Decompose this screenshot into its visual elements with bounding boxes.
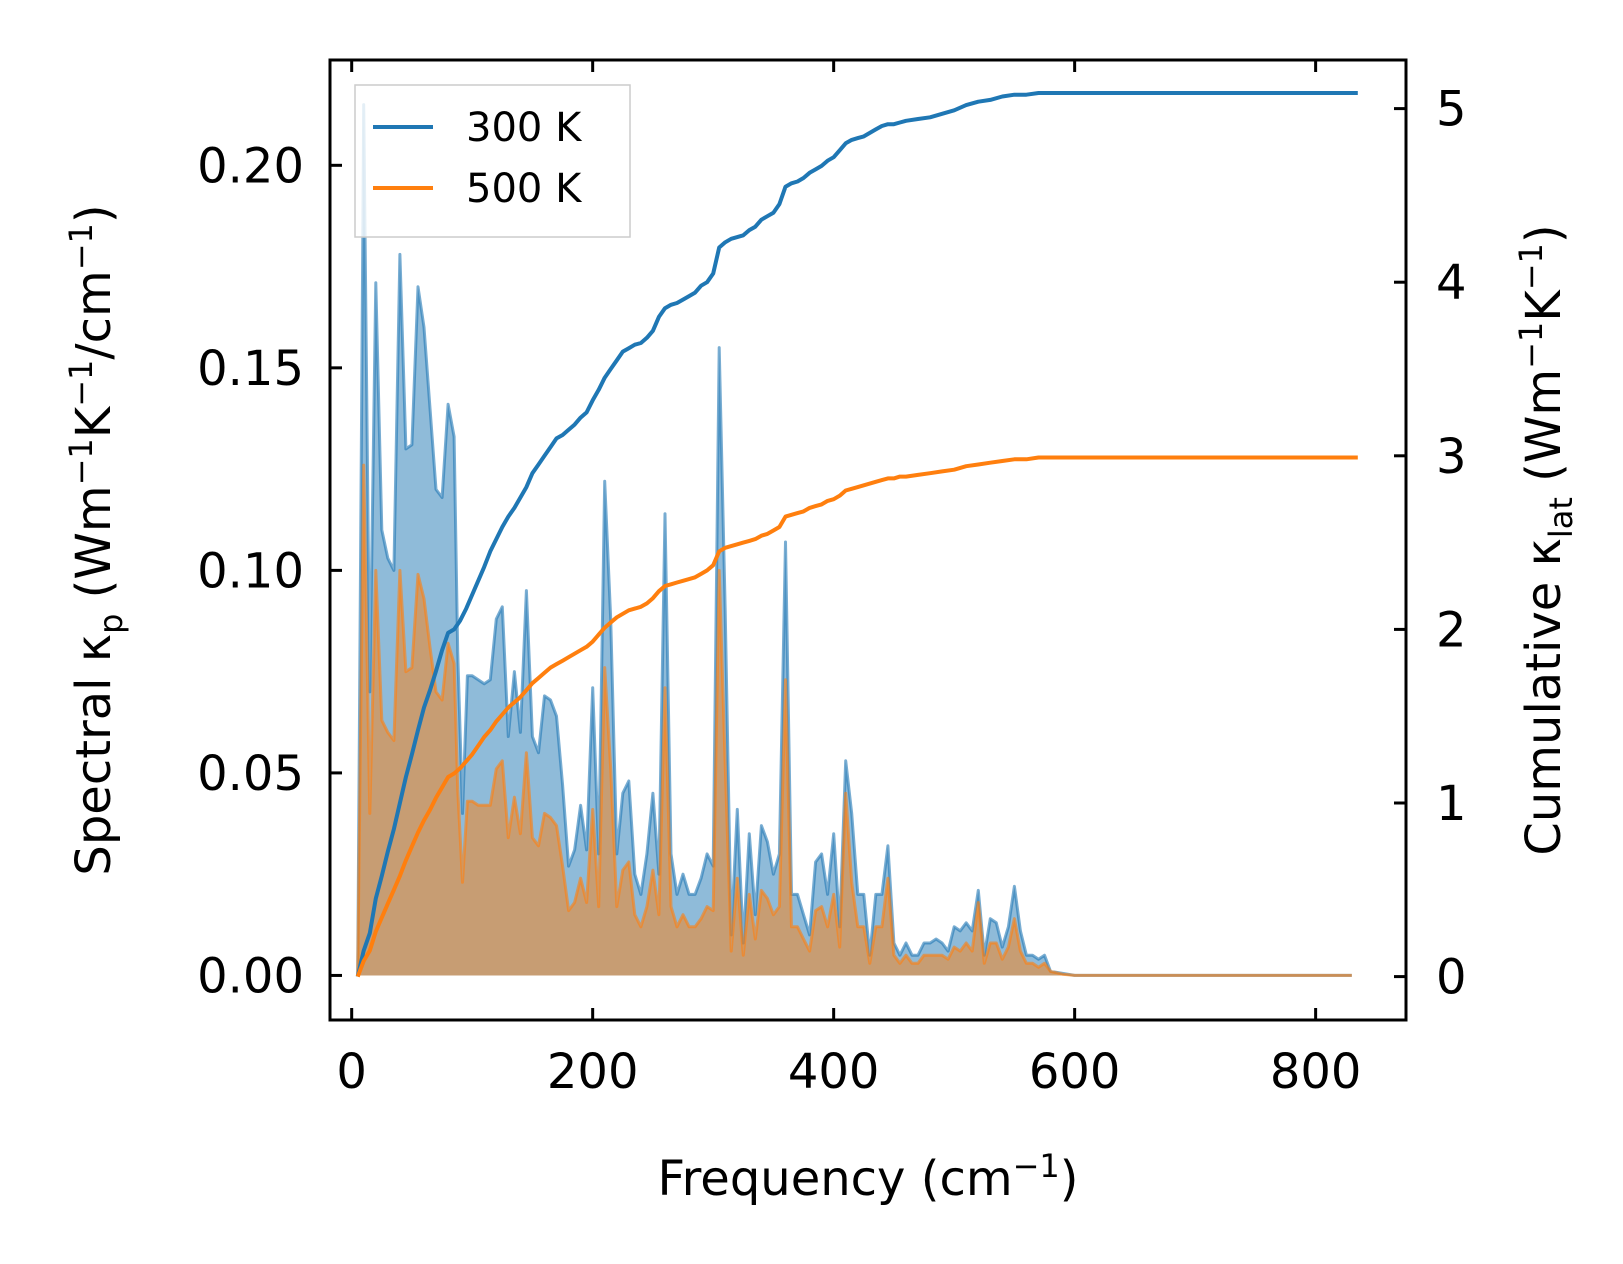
y-left-tick-label: 0.20 (197, 138, 304, 194)
x-tick-label: 600 (1029, 1044, 1121, 1100)
y-left-title-sup3: −1 (62, 223, 100, 270)
tick-layer: 0 200 400 600 800 0.00 0.05 0.10 0.15 0.20 0 1 2 3 4 5 (197, 60, 1467, 1100)
y-left-title-sup2: −1 (62, 360, 100, 407)
y-axis-left-title: Spectral κp (Wm−1K−1/cm−1) (62, 204, 130, 875)
y-left-title-mid2: /cm (66, 270, 122, 359)
legend-box (354, 84, 631, 238)
plot-area (328, 58, 1408, 1022)
y-right-tick-label: 3 (1436, 429, 1467, 485)
y-right-title-end: ) (1516, 224, 1572, 243)
cumulative-line-500k (355, 455, 1358, 978)
cumulative-line-300k (355, 91, 1358, 978)
series-layer (355, 91, 1358, 978)
legend-label-300k: 300 K (466, 105, 583, 151)
y-left-tick-label: 0.10 (197, 543, 304, 599)
y-right-tick-label: 4 (1436, 255, 1467, 311)
y-right-title-main: Cumulative κ (1516, 538, 1572, 856)
x-axis-title: Frequency (cm−1) (657, 1147, 1078, 1207)
x-tick-label: 0 (336, 1044, 367, 1100)
y-right-tick-label: 0 (1436, 950, 1467, 1006)
x-tick-label: 200 (547, 1044, 639, 1100)
x-tick-label: 800 (1270, 1044, 1362, 1100)
spectral-area-500k (357, 465, 1352, 976)
y-left-tick-label: 0.00 (197, 948, 304, 1004)
y-axis-right-title: Cumulative κlat (Wm−1K−1) (1512, 224, 1580, 855)
y-right-title-sup1: −1 (1512, 322, 1550, 369)
y-left-title-main: Spectral κ (66, 634, 122, 876)
x-axis-title-tail: ) (1060, 1151, 1079, 1207)
x-tick-label: 400 (788, 1044, 880, 1100)
y-left-title-sub: p (92, 614, 130, 634)
y-right-tick-label: 2 (1436, 602, 1467, 658)
y-right-tick-label: 5 (1436, 82, 1467, 138)
x-axis-title-sup: −1 (1013, 1147, 1060, 1185)
spectral-line-300k (356, 103, 1352, 977)
y-left-title-sup1: −1 (62, 438, 100, 485)
spectral-line-500k (356, 463, 1352, 977)
legend-label-500k: 500 K (466, 166, 583, 212)
y-left-title-end: ) (66, 204, 122, 223)
y-left-tick-label: 0.05 (197, 746, 304, 802)
x-axis-title-main: Frequency (cm (657, 1151, 1012, 1207)
y-left-title-mid: K (66, 405, 122, 438)
y-left-tick-label: 0.15 (197, 341, 304, 397)
y-right-title-sup2: −1 (1512, 243, 1550, 290)
y-right-title-tail: (Wm (1516, 369, 1572, 497)
legend: 300 K 500 K (354, 84, 631, 238)
y-left-title-tail: (Wm (66, 485, 122, 613)
y-right-title-sub: lat (1542, 497, 1580, 538)
y-right-title-mid: K (1516, 289, 1572, 322)
y-right-tick-label: 1 (1436, 776, 1467, 832)
